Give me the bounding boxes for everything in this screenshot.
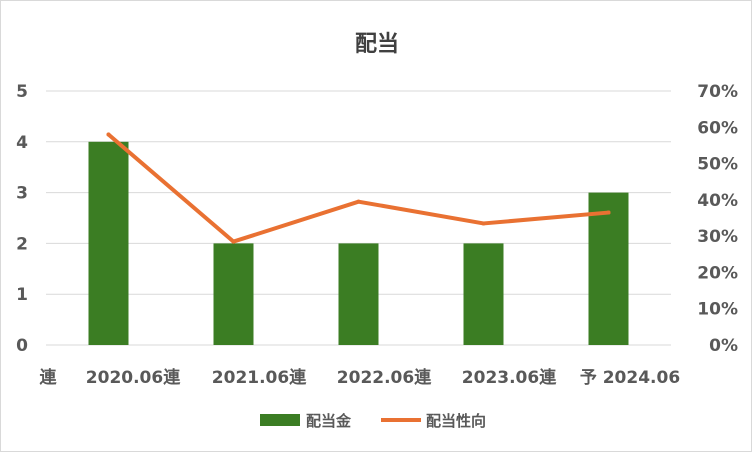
bar-series-layer	[88, 141, 629, 345]
y-right-tick-label: 70%	[697, 82, 738, 102]
x-tick-label: 2020.06連	[86, 367, 181, 388]
y-left-tick-label: 0	[16, 336, 28, 356]
left-axis: 0 1 2 3 4 5	[16, 82, 28, 356]
bar-2023.06連	[463, 243, 504, 345]
x-tick-label: 2023.06連	[462, 367, 557, 388]
y-left-tick-label: 5	[16, 82, 28, 102]
y-right-tick-label: 10%	[697, 300, 738, 320]
line-point-2020.06連	[106, 132, 111, 137]
y-left-tick-label: 3	[16, 184, 28, 204]
line-point-2024.06	[606, 210, 611, 215]
category-axis: 連 2020.06連 2021.06連 2022.06連 2023.06連 予 2024.…	[40, 367, 681, 388]
x-tick-label: 予 2024.06	[580, 368, 680, 388]
y-left-tick-label: 2	[16, 234, 28, 254]
right-axis: 0% 10% 20% 30% 40% 50% 60% 70%	[697, 82, 738, 356]
line-point-2021.06連	[231, 239, 236, 244]
y-right-tick-label: 50%	[697, 155, 738, 175]
line-point-2022.06連	[356, 199, 361, 204]
legend-label-bar: 配当金	[306, 412, 352, 430]
y-right-tick-label: 0%	[709, 336, 738, 356]
y-right-tick-label: 60%	[697, 118, 738, 138]
chart-title: 配当	[355, 32, 399, 57]
bar-2024.06	[588, 192, 629, 345]
bar-2020.06連	[88, 141, 129, 345]
x-tick-label: 連	[40, 367, 58, 388]
legend: 配当金 配当性向	[260, 412, 486, 430]
line-series-layer	[106, 132, 611, 244]
y-right-tick-label: 30%	[697, 227, 738, 247]
line-point-2023.06連	[481, 221, 486, 226]
legend-label-line: 配当性向	[426, 412, 486, 430]
bar-2021.06連	[213, 243, 254, 345]
x-tick-label: 2021.06連	[212, 367, 307, 388]
y-right-tick-label: 20%	[697, 263, 738, 283]
y-left-tick-label: 1	[16, 285, 28, 305]
y-left-tick-label: 4	[16, 133, 28, 153]
x-tick-label: 2022.06連	[337, 367, 432, 388]
bar-2022.06連	[338, 243, 379, 345]
line-series-payout-ratio	[106, 132, 611, 244]
y-right-tick-label: 40%	[697, 191, 738, 211]
legend-swatch-bar	[260, 414, 300, 426]
